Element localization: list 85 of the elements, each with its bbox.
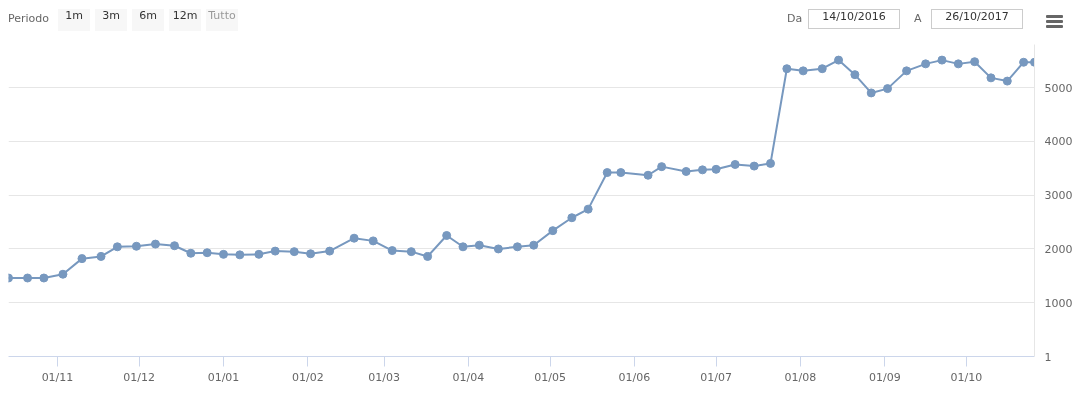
point	[681, 166, 691, 176]
point	[512, 242, 522, 252]
text: 1m	[58, 9, 90, 31]
x-tick-label: 01/03	[368, 370, 400, 384]
text: Periodo	[8, 12, 50, 25]
point	[850, 70, 860, 80]
point	[834, 55, 844, 65]
y-tick-label: 2000	[1044, 242, 1073, 256]
point	[643, 170, 653, 180]
point	[406, 247, 416, 257]
x-tick-label: 01/02	[292, 370, 324, 384]
point	[219, 249, 228, 259]
point	[349, 233, 359, 243]
point	[616, 168, 626, 178]
point	[493, 244, 503, 254]
text: 3m	[95, 9, 127, 31]
y-tick-label: 1000	[1044, 296, 1073, 310]
point	[866, 88, 876, 98]
text: 6m	[132, 9, 164, 31]
point	[186, 248, 196, 258]
point	[270, 246, 280, 256]
y-tick-label: 5000	[1044, 81, 1073, 95]
point	[170, 241, 180, 251]
point	[474, 240, 484, 250]
point	[23, 273, 33, 283]
point	[325, 246, 335, 256]
point	[423, 251, 433, 261]
point	[150, 239, 160, 249]
point	[567, 213, 577, 223]
x-tick-label: 01/06	[618, 370, 651, 384]
point	[921, 59, 931, 69]
point	[235, 250, 245, 260]
point	[798, 66, 808, 76]
text: A	[914, 12, 922, 25]
x-tick-label: 01/05	[534, 370, 566, 384]
point	[657, 162, 667, 172]
point	[202, 248, 212, 258]
point	[58, 269, 68, 279]
text: 26/10/2017	[931, 9, 1023, 29]
point	[1019, 57, 1029, 67]
point	[782, 64, 792, 74]
point	[529, 240, 539, 250]
x-tick-label: 01/12	[123, 370, 155, 384]
point	[548, 226, 558, 236]
point	[711, 164, 721, 174]
point	[697, 165, 707, 175]
x-tick-label: 01/07	[700, 370, 732, 384]
point	[937, 55, 947, 65]
text: 14/10/2016	[808, 9, 900, 29]
point	[387, 246, 397, 256]
x-tick-label: 01/01	[207, 370, 240, 384]
point	[289, 247, 299, 257]
point	[817, 64, 827, 74]
y-tick-label: 4000	[1044, 135, 1073, 149]
point	[39, 273, 49, 283]
text: 12m	[169, 9, 201, 31]
y-tick-label: 1	[1044, 350, 1052, 364]
point	[602, 168, 612, 178]
point	[96, 251, 106, 261]
point	[902, 66, 912, 76]
point	[730, 159, 740, 169]
point	[254, 249, 264, 259]
point	[766, 158, 776, 168]
point	[953, 59, 963, 69]
point	[583, 204, 593, 214]
x-tick-label: 01/08	[784, 370, 817, 384]
point	[368, 236, 378, 246]
text: Tutto	[206, 9, 238, 31]
x-tick-label: 01/11	[41, 370, 74, 384]
text: Da	[787, 12, 803, 25]
x-tick-label: 01/04	[452, 370, 485, 384]
point	[986, 73, 996, 83]
x-tick-label: 01/09	[868, 370, 901, 384]
y-tick-label: 3000	[1044, 189, 1073, 203]
point	[458, 242, 468, 252]
point	[131, 241, 141, 251]
point	[306, 249, 316, 259]
point	[970, 57, 980, 67]
point	[883, 84, 893, 94]
point	[749, 161, 759, 171]
x-tick-label: 01/10	[950, 370, 983, 384]
point	[1002, 76, 1012, 86]
point	[112, 242, 122, 252]
point	[77, 254, 87, 264]
point	[442, 231, 452, 240]
